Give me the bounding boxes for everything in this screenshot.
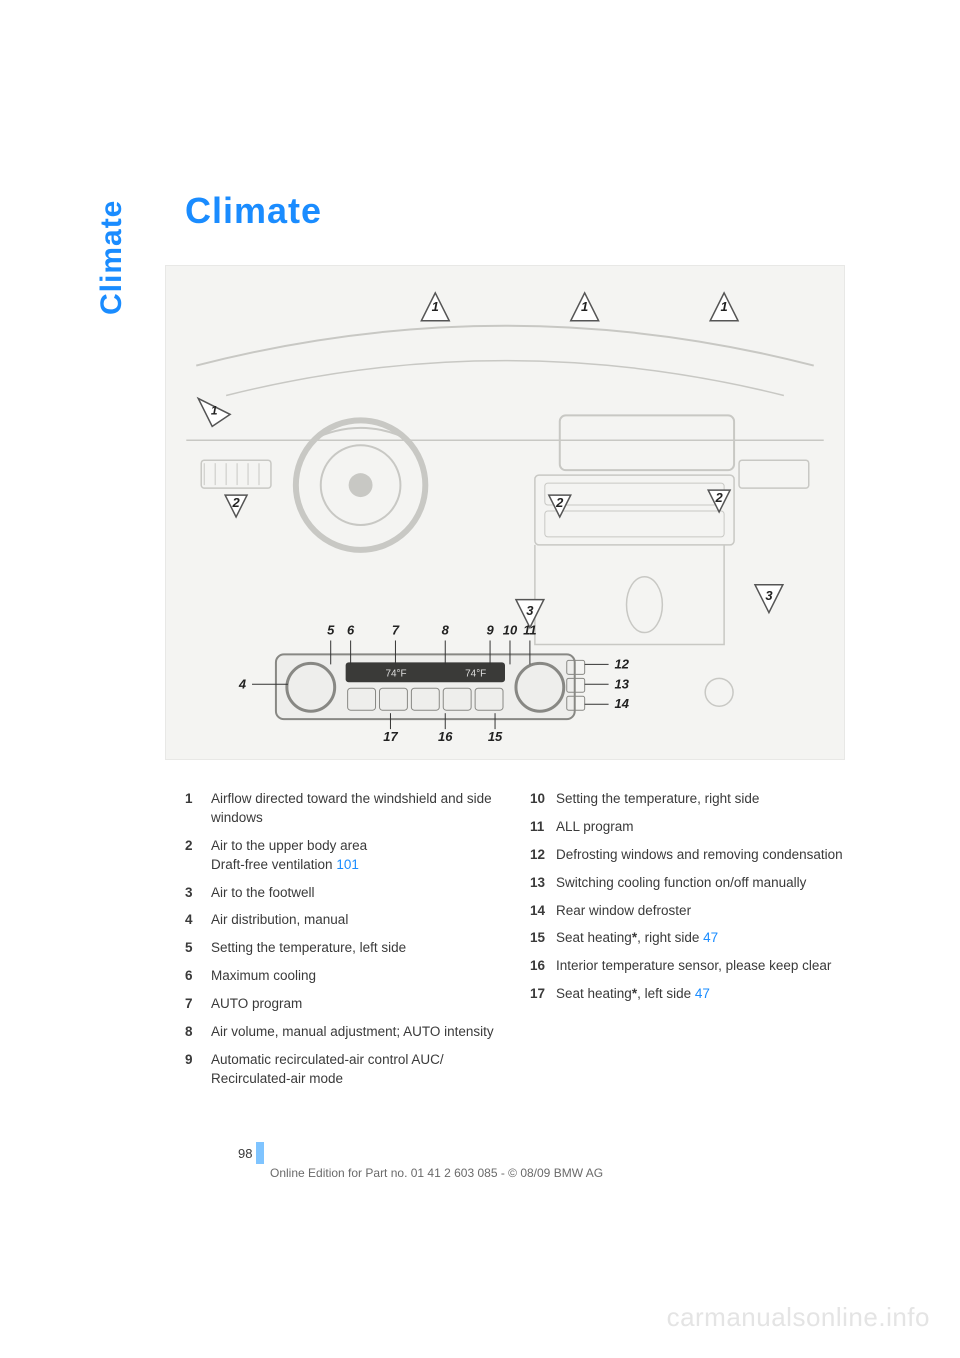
- svg-text:6: 6: [347, 623, 355, 638]
- svg-text:9: 9: [486, 623, 494, 638]
- svg-text:17: 17: [383, 729, 398, 744]
- legend-item-number: 9: [185, 1051, 211, 1089]
- page-reference-link[interactable]: 47: [703, 930, 718, 945]
- legend-item: 5Setting the temperature, left side: [185, 939, 500, 958]
- legend-item-number: 7: [185, 995, 211, 1014]
- legend-item-text: Switching cooling function on/off manual…: [556, 874, 845, 893]
- legend-item-text: Defrosting windows and removing condensa…: [556, 846, 845, 865]
- legend-item: 14Rear window defroster: [530, 902, 845, 921]
- svg-text:2: 2: [231, 495, 240, 510]
- legend-item: 2Air to the upper body areaDraft-free ve…: [185, 837, 500, 875]
- legend-item-number: 4: [185, 911, 211, 930]
- svg-text:12: 12: [615, 656, 630, 671]
- svg-text:1: 1: [581, 299, 588, 314]
- svg-text:2: 2: [715, 490, 724, 505]
- watermark: carmanualsonline.info: [667, 1302, 930, 1333]
- legend-item: 7AUTO program: [185, 995, 500, 1014]
- svg-text:74°F: 74°F: [465, 668, 486, 679]
- legend-item: 8Air volume, manual adjustment; AUTO int…: [185, 1023, 500, 1042]
- svg-text:3: 3: [526, 603, 534, 618]
- legend-item-number: 13: [530, 874, 556, 893]
- svg-text:74°F: 74°F: [385, 668, 406, 679]
- legend-columns: 1Airflow directed toward the windshield …: [185, 790, 845, 1098]
- page-reference-link[interactable]: 47: [695, 986, 710, 1001]
- svg-text:11: 11: [523, 623, 536, 638]
- legend-item: 10Setting the temperature, right side: [530, 790, 845, 809]
- svg-text:1: 1: [721, 299, 728, 314]
- legend-left-column: 1Airflow directed toward the windshield …: [185, 790, 500, 1098]
- legend-item-number: 15: [530, 929, 556, 948]
- legend-item-text: Seat heating*, left side 47: [556, 985, 845, 1004]
- side-chapter-title: Climate: [95, 200, 129, 315]
- svg-text:2: 2: [555, 495, 564, 510]
- legend-item-text: Air distribution, manual: [211, 911, 500, 930]
- svg-text:10: 10: [503, 623, 518, 638]
- legend-item-text: ALL program: [556, 818, 845, 837]
- legend-item-text: Maximum cooling: [211, 967, 500, 986]
- footer-edition-line: Online Edition for Part no. 01 41 2 603 …: [270, 1166, 603, 1180]
- dashboard-diagram: 74°F74°F1111222335678910114121314151617: [165, 265, 845, 760]
- page-reference-link[interactable]: 101: [336, 857, 359, 872]
- legend-item-text: Setting the temperature, right side: [556, 790, 845, 809]
- legend-item-number: 11: [530, 818, 556, 837]
- legend-item-text: Air volume, manual adjustment; AUTO inte…: [211, 1023, 500, 1042]
- legend-item: 13Switching cooling function on/off manu…: [530, 874, 845, 893]
- svg-text:5: 5: [327, 623, 335, 638]
- legend-item-text: Air to the upper body areaDraft-free ven…: [211, 837, 500, 875]
- legend-item-number: 2: [185, 837, 211, 875]
- legend-item-number: 10: [530, 790, 556, 809]
- page-title: Climate: [185, 190, 322, 232]
- legend-item-number: 5: [185, 939, 211, 958]
- legend-item-text: Automatic recirculated-air control AUC/ …: [211, 1051, 500, 1089]
- legend-item: 9Automatic recirculated-air control AUC/…: [185, 1051, 500, 1089]
- legend-item-text: Setting the temperature, left side: [211, 939, 500, 958]
- page-number: 98: [238, 1146, 252, 1161]
- legend-item-text: AUTO program: [211, 995, 500, 1014]
- legend-item-text: Airflow directed toward the windshield a…: [211, 790, 500, 828]
- legend-item-number: 8: [185, 1023, 211, 1042]
- legend-item: 4Air distribution, manual: [185, 911, 500, 930]
- legend-item-text: Interior temperature sensor, please keep…: [556, 957, 845, 976]
- legend-item-number: 6: [185, 967, 211, 986]
- legend-item: 12Defrosting windows and removing conden…: [530, 846, 845, 865]
- legend-item-text: Air to the footwell: [211, 884, 500, 903]
- svg-text:7: 7: [392, 623, 400, 638]
- svg-text:13: 13: [615, 676, 630, 691]
- legend-item-text: Seat heating*, right side 47: [556, 929, 845, 948]
- svg-text:8: 8: [442, 623, 450, 638]
- page-number-block: 98: [238, 1142, 264, 1164]
- legend-item: 16Interior temperature sensor, please ke…: [530, 957, 845, 976]
- legend-item-number: 3: [185, 884, 211, 903]
- svg-text:15: 15: [488, 729, 503, 744]
- svg-text:3: 3: [765, 588, 773, 603]
- legend-item-number: 17: [530, 985, 556, 1004]
- legend-item: 1Airflow directed toward the windshield …: [185, 790, 500, 828]
- legend-item-number: 12: [530, 846, 556, 865]
- legend-item-text: Rear window defroster: [556, 902, 845, 921]
- legend-right-column: 10Setting the temperature, right side11A…: [530, 790, 845, 1098]
- legend-item: 3Air to the footwell: [185, 884, 500, 903]
- svg-text:16: 16: [438, 729, 453, 744]
- legend-item: 11ALL program: [530, 818, 845, 837]
- svg-text:1: 1: [432, 299, 439, 314]
- legend-item-number: 14: [530, 902, 556, 921]
- legend-item: 15Seat heating*, right side 47: [530, 929, 845, 948]
- legend-item: 17Seat heating*, left side 47: [530, 985, 845, 1004]
- svg-text:14: 14: [615, 696, 629, 711]
- legend-item-number: 1: [185, 790, 211, 828]
- page-number-bar: [256, 1142, 264, 1164]
- svg-text:1: 1: [211, 403, 218, 417]
- svg-text:4: 4: [238, 676, 246, 691]
- legend-item: 6Maximum cooling: [185, 967, 500, 986]
- legend-item-number: 16: [530, 957, 556, 976]
